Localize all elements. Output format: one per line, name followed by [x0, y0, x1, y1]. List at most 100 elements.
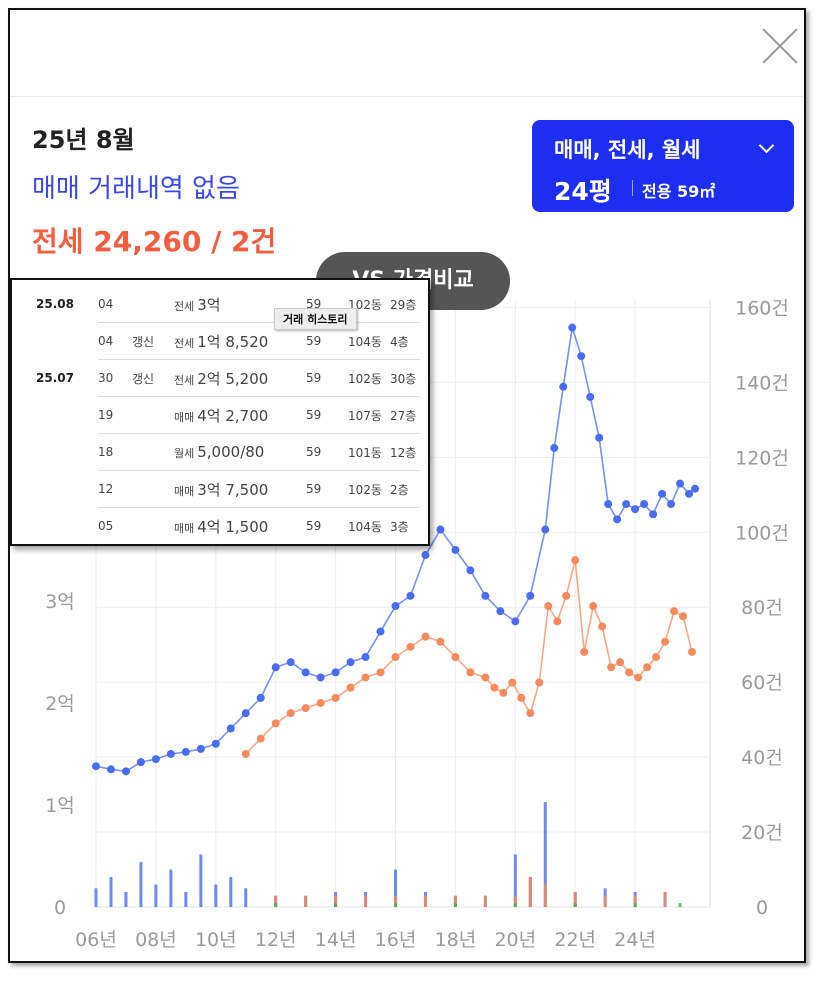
- history-day: 12: [98, 470, 132, 508]
- monthly-volume-bar: [334, 903, 338, 907]
- jeonse-volume-bar: [663, 892, 667, 907]
- sale-price-point: [376, 627, 385, 636]
- history-renewal: 갱신: [132, 322, 174, 360]
- sale-price-point: [691, 484, 700, 493]
- history-area: 59: [306, 359, 348, 397]
- sale-volume-bar: [154, 884, 158, 907]
- jeonse-price-point: [346, 683, 355, 692]
- y-left-tick-label: 1억: [45, 795, 75, 817]
- deal-type-label: 매매, 전세, 월세: [554, 138, 701, 162]
- sale-price-point: [421, 551, 430, 560]
- jeonse-price-line: [245, 559, 693, 755]
- sale-price-point: [406, 591, 415, 600]
- jeonse-volume-bar: [423, 895, 427, 907]
- history-month: 25.07: [36, 371, 74, 385]
- jeonse-price-point: [580, 647, 589, 656]
- sale-price-point: [166, 749, 175, 758]
- history-floor: 2층: [390, 470, 420, 508]
- history-month: 25.08: [36, 297, 74, 312]
- history-month: [36, 323, 98, 360]
- history-price-value: 4억 2,700: [197, 406, 269, 425]
- history-month: [36, 397, 98, 434]
- sale-price-point: [559, 382, 568, 391]
- history-price: 매매 4억 1,500: [174, 508, 306, 545]
- divider: [10, 96, 804, 97]
- sale-price-point: [568, 323, 577, 332]
- history-area: 59: [306, 470, 348, 508]
- jeonse-volume-bar: [394, 895, 398, 907]
- price-chart-popup: 25년 8월 매매 거래내역 없음 전세 24,260 / 2건 매매, 전세,…: [8, 8, 806, 963]
- history-kind: 매매: [174, 410, 195, 424]
- history-row[interactable]: 25.07 30 갱신 전세 2억 5,200 59 102동 30층: [36, 359, 420, 397]
- sale-price-point: [649, 510, 658, 519]
- history-renewal: [132, 470, 174, 508]
- history-dong: 107동: [348, 396, 390, 434]
- history-row[interactable]: 04 갱신 전세 1억 8,520 59 104동 4층: [36, 322, 420, 360]
- jeonse-price-point: [598, 622, 607, 631]
- monthly-volume-bar: [453, 903, 457, 907]
- sale-price-point: [658, 489, 667, 498]
- history-price-value: 1억 8,520: [197, 332, 269, 351]
- sale-price-point: [181, 747, 190, 756]
- history-month: [36, 471, 98, 508]
- jeonse-price-point: [553, 617, 562, 626]
- sale-volume-bar: [214, 884, 218, 907]
- sale-volume-bar: [109, 877, 113, 907]
- x-tick-label: 10년: [195, 929, 237, 951]
- history-dong: 101동: [348, 433, 390, 471]
- jeonse-price-point: [670, 607, 679, 616]
- jeonse-price-point: [517, 693, 526, 702]
- history-floor: 30층: [390, 359, 420, 397]
- history-day: 05: [98, 519, 114, 533]
- history-row[interactable]: 25.08 04 전세 3억 59 102동 29층: [36, 286, 420, 323]
- sale-price-point: [451, 545, 460, 554]
- jeonse-volume-bar: [304, 895, 308, 907]
- history-renewal: [132, 396, 174, 434]
- jeonse-price-point: [256, 734, 265, 743]
- x-tick-label: 18년: [435, 929, 477, 951]
- sale-price-point: [316, 673, 325, 682]
- sale-price-point: [301, 668, 310, 677]
- sale-price-point: [676, 479, 685, 488]
- history-row[interactable]: 18 월세 5,000/80 59 101동 12층: [36, 433, 420, 471]
- history-floor: 27층: [390, 396, 420, 434]
- history-area: 59: [306, 396, 348, 434]
- sale-price-point: [196, 744, 205, 753]
- deal-type-selector[interactable]: 매매, 전세, 월세 24평 전용 59㎡: [532, 120, 794, 212]
- sale-price-point: [622, 500, 631, 509]
- jeonse-price-point: [376, 668, 385, 677]
- history-day: 04: [98, 286, 132, 323]
- history-price-value: 3억 7,500: [197, 480, 269, 499]
- history-price: 매매 4억 2,700: [174, 396, 306, 434]
- jeonse-volume-bar: [603, 895, 607, 907]
- history-row[interactable]: 12 매매 3억 7,500 59 102동 2층: [36, 470, 420, 508]
- history-floor: 12층: [390, 433, 420, 471]
- sale-volume-bar: [543, 802, 547, 907]
- jeonse-price-point: [634, 673, 643, 682]
- size-divider: [632, 180, 633, 196]
- sale-price-point: [631, 505, 640, 514]
- sale-price-point: [136, 758, 145, 767]
- jeonse-price-point: [490, 683, 499, 692]
- sale-price-point: [361, 653, 370, 662]
- history-floor: 29층: [390, 286, 420, 323]
- sale-price-point: [685, 489, 694, 498]
- history-price-value: 5,000/80: [197, 443, 265, 461]
- history-day: 30: [98, 359, 132, 397]
- sale-price-point: [466, 566, 475, 575]
- history-dong: 104동: [348, 322, 390, 360]
- sale-volume-bar: [513, 854, 517, 907]
- y-left-tick-label: 3억: [45, 591, 75, 613]
- sale-price-point: [226, 724, 235, 733]
- jeonse-price-point: [241, 749, 250, 758]
- sale-price-point: [391, 602, 400, 611]
- jeonse-price-point: [406, 642, 415, 651]
- history-row[interactable]: 19 매매 4억 2,700 59 107동 27층: [36, 396, 420, 434]
- jeonse-volume-bar: [453, 895, 457, 907]
- history-price-value: 4억 1,500: [197, 517, 269, 536]
- jeonse-price-point: [466, 668, 475, 677]
- y-right-tick-label: 0: [756, 897, 768, 919]
- sale-price-point: [481, 591, 490, 600]
- history-row[interactable]: 05 매매 4억 1,500 59 104동 3층: [36, 508, 420, 545]
- x-tick-label: 22년: [554, 929, 596, 951]
